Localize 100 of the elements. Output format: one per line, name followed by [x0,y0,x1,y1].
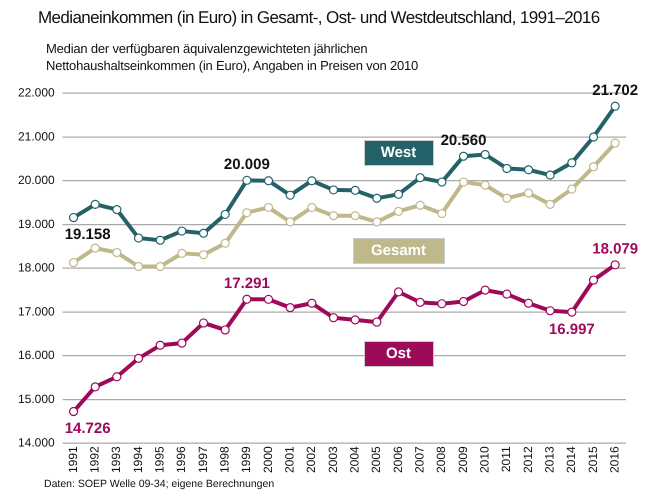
y-tick-label: 20.000 [18,173,56,188]
x-tick-label: 2001 [282,446,296,474]
point [437,208,446,218]
point [480,286,490,295]
point [307,298,316,308]
point [307,202,316,212]
point [328,185,338,195]
point [90,200,100,209]
point [610,102,620,111]
point [567,308,576,317]
point [372,317,382,327]
point [502,194,512,203]
point [416,298,425,307]
x-tick-label: 1994 [130,446,145,474]
point [68,406,78,416]
point [307,176,316,186]
point [264,202,274,212]
chart-title: Medianeinkommen (in Euro) in Gesamt-, Ost- und Westdeutschland, 1991–2016 [38,8,600,28]
x-tick-label: 2000 [260,446,275,474]
point [90,244,100,253]
data-label: 21.702 [592,82,638,99]
point [112,372,122,382]
x-tick-label: 1991 [66,446,80,474]
point [242,294,252,304]
data-label: 19.158 [64,226,111,244]
y-tick-label: 22.000 [18,86,56,100]
point [350,315,360,324]
point [480,150,490,160]
x-tick-label: 2014 [564,446,578,474]
point [177,226,186,236]
point [458,152,468,161]
series-label: Gesamt [352,238,444,264]
x-tick-label: 1996 [174,446,188,474]
point [328,211,338,220]
data-label: 14.726 [64,420,111,438]
data-label: 20.560 [440,132,486,149]
point [242,176,252,185]
point [242,208,252,218]
x-tick-label: 1999 [239,446,254,474]
point [328,313,338,322]
point [198,250,208,260]
point [177,338,186,348]
point [567,184,576,194]
point [394,206,404,216]
point [437,177,446,187]
point [502,164,512,174]
point [156,340,165,350]
point [286,190,295,200]
x-tick-label: 2013 [542,446,556,474]
point [546,306,555,316]
text: Daten: SOEP Welle 09-34; eigene Berechnungen [44,478,274,490]
point [198,228,208,238]
point [437,299,446,308]
x-tick-label: 2002 [304,446,318,474]
point [134,262,144,272]
point [286,303,295,312]
x-tick-label: 1998 [218,446,232,474]
point [394,287,404,296]
x-tick-label: 2007 [412,446,426,474]
x-tick-label: 2012 [520,446,535,474]
point [350,186,360,195]
point [90,382,100,392]
point [220,238,230,248]
x-tick-label: 2011 [499,446,514,472]
point [372,194,382,203]
y-tick-label: 17.000 [18,304,56,318]
x-tick-label: 1992 [88,446,102,474]
point [68,258,78,268]
point [610,260,620,270]
point [458,296,468,306]
x-tick-label: 2008 [434,446,448,474]
point [220,210,230,220]
point [394,190,404,199]
point [588,275,598,285]
point [134,354,144,364]
point [68,212,78,222]
y-tick-label: 19.000 [18,216,56,231]
x-tick-label: 1997 [196,446,210,474]
y-tick-label: 21.000 [18,129,56,144]
point [546,170,555,180]
point [112,248,122,258]
x-tick-label: 2005 [369,446,384,474]
point [546,200,555,209]
point [134,233,144,243]
x-tick-label: 2003 [326,446,340,474]
data-label: 18.079 [592,240,638,258]
point [458,177,468,187]
point [198,318,208,328]
point [264,294,274,304]
data-label: 20.009 [224,156,270,173]
point [286,217,295,226]
x-tick-label: 2009 [456,446,470,474]
chart-subtitle: Median der verfügbaren äquivalenzgewichteten jährlichen Nettohaushaltseinkommen (in Euro), Angaben in Preisen von 2010 [46,40,420,74]
y-tick-label: 16.000 [18,348,56,362]
x-tick-label: 2004 [347,446,362,474]
data-label: 17.291 [224,274,270,292]
point [416,200,425,210]
x-tick-label: 2010 [477,446,492,474]
series-label: Ost [364,341,434,368]
point [524,298,534,308]
